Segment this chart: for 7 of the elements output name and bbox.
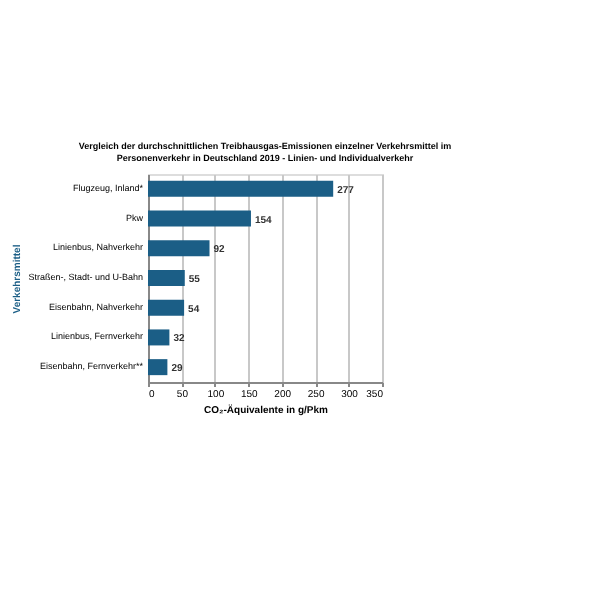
bar: [148, 299, 185, 316]
bar: [148, 180, 334, 197]
bar: [148, 329, 170, 346]
bar: [148, 210, 251, 227]
bar: [148, 240, 210, 257]
bar: [148, 270, 185, 286]
bar: [148, 359, 168, 376]
